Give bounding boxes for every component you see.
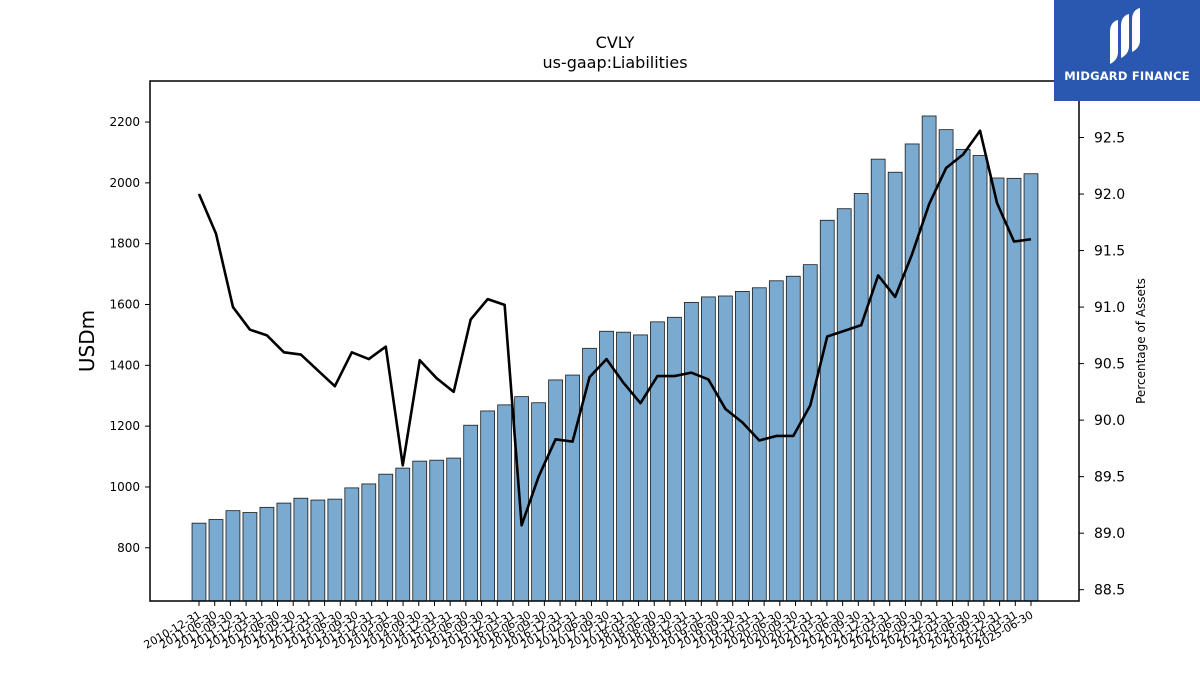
bar bbox=[921, 115, 937, 602]
midgard-finance-logo: MIDGARD FINANCE bbox=[1054, 0, 1200, 101]
y-tick-label-left: 1200 bbox=[109, 419, 140, 433]
bar bbox=[819, 219, 835, 602]
chart-title: CVLY bbox=[596, 33, 635, 52]
y-tick-label-right: 89.0 bbox=[1094, 526, 1125, 542]
bar bbox=[310, 499, 326, 602]
bar bbox=[853, 193, 869, 602]
bar bbox=[904, 143, 920, 602]
line-series bbox=[197, 129, 1032, 527]
bar bbox=[582, 347, 597, 602]
chart-subtitle: us-gaap:Liabilities bbox=[542, 53, 687, 72]
bar bbox=[344, 487, 360, 602]
y-tick-label-left: 2200 bbox=[109, 115, 140, 129]
bar bbox=[395, 467, 411, 602]
y-tick-label-right: 92.0 bbox=[1094, 187, 1125, 203]
bar bbox=[327, 498, 343, 602]
y-tick-label-right: 88.5 bbox=[1094, 583, 1125, 599]
bar bbox=[412, 460, 428, 602]
logo-mark-icon bbox=[1110, 8, 1140, 64]
y-tick-label-left: 1600 bbox=[109, 298, 140, 312]
bar bbox=[565, 374, 580, 602]
bar bbox=[293, 497, 309, 602]
bar bbox=[768, 280, 784, 602]
bar-series bbox=[191, 115, 1039, 602]
bar bbox=[208, 519, 224, 602]
bar bbox=[599, 330, 614, 602]
bar bbox=[225, 510, 241, 602]
bar bbox=[1023, 173, 1039, 602]
bar bbox=[802, 264, 818, 602]
y-tick-label-right: 90.5 bbox=[1094, 357, 1125, 373]
bar bbox=[480, 410, 496, 602]
axes: 800 1000 1200 1400 1600 1800 2000 2200 88.5 89.0 8… bbox=[109, 115, 1125, 652]
bar bbox=[785, 275, 801, 602]
bar bbox=[734, 291, 750, 602]
bar bbox=[548, 379, 563, 602]
bar bbox=[650, 321, 665, 602]
y-tick-label-left: 1400 bbox=[109, 358, 140, 372]
y-tick-label-right: 90.0 bbox=[1094, 413, 1125, 429]
bar bbox=[955, 149, 971, 602]
bar bbox=[497, 404, 512, 602]
bar bbox=[259, 506, 275, 602]
y-tick-label-left: 2000 bbox=[109, 176, 140, 190]
percentage-line bbox=[197, 129, 1032, 527]
y-tick-label-right: 91.5 bbox=[1094, 244, 1125, 260]
bar bbox=[751, 287, 767, 602]
bar bbox=[667, 316, 682, 602]
bar bbox=[429, 459, 445, 602]
bar bbox=[463, 424, 479, 602]
bar bbox=[989, 177, 1005, 602]
bar bbox=[718, 295, 733, 602]
y-tick-label-left: 1800 bbox=[109, 237, 140, 251]
bar bbox=[514, 396, 529, 602]
bar bbox=[378, 473, 394, 602]
y-tick-label-left: 800 bbox=[117, 541, 140, 555]
bar bbox=[684, 301, 699, 602]
bar bbox=[361, 483, 377, 602]
y-tick-label-right: 92.5 bbox=[1094, 131, 1125, 147]
bar bbox=[531, 402, 546, 602]
bar bbox=[870, 158, 886, 602]
y-tick-label-left: 1000 bbox=[109, 480, 140, 494]
plot-frame bbox=[149, 80, 1080, 602]
y-tick-label-right: 91.0 bbox=[1094, 300, 1125, 316]
y-axis-label-left: USDm bbox=[75, 310, 99, 372]
bar bbox=[701, 296, 716, 602]
bar bbox=[938, 129, 954, 602]
bar bbox=[633, 334, 648, 602]
bar bbox=[276, 502, 292, 602]
bar bbox=[887, 171, 903, 602]
bar bbox=[836, 208, 852, 602]
y-axis-label-right: Percentage of Assets bbox=[1134, 278, 1148, 404]
y-tick-label-right: 89.5 bbox=[1094, 470, 1125, 486]
bar bbox=[446, 457, 462, 602]
bar bbox=[191, 522, 207, 602]
bar bbox=[972, 155, 988, 602]
bar bbox=[616, 331, 631, 602]
bar bbox=[242, 512, 258, 602]
